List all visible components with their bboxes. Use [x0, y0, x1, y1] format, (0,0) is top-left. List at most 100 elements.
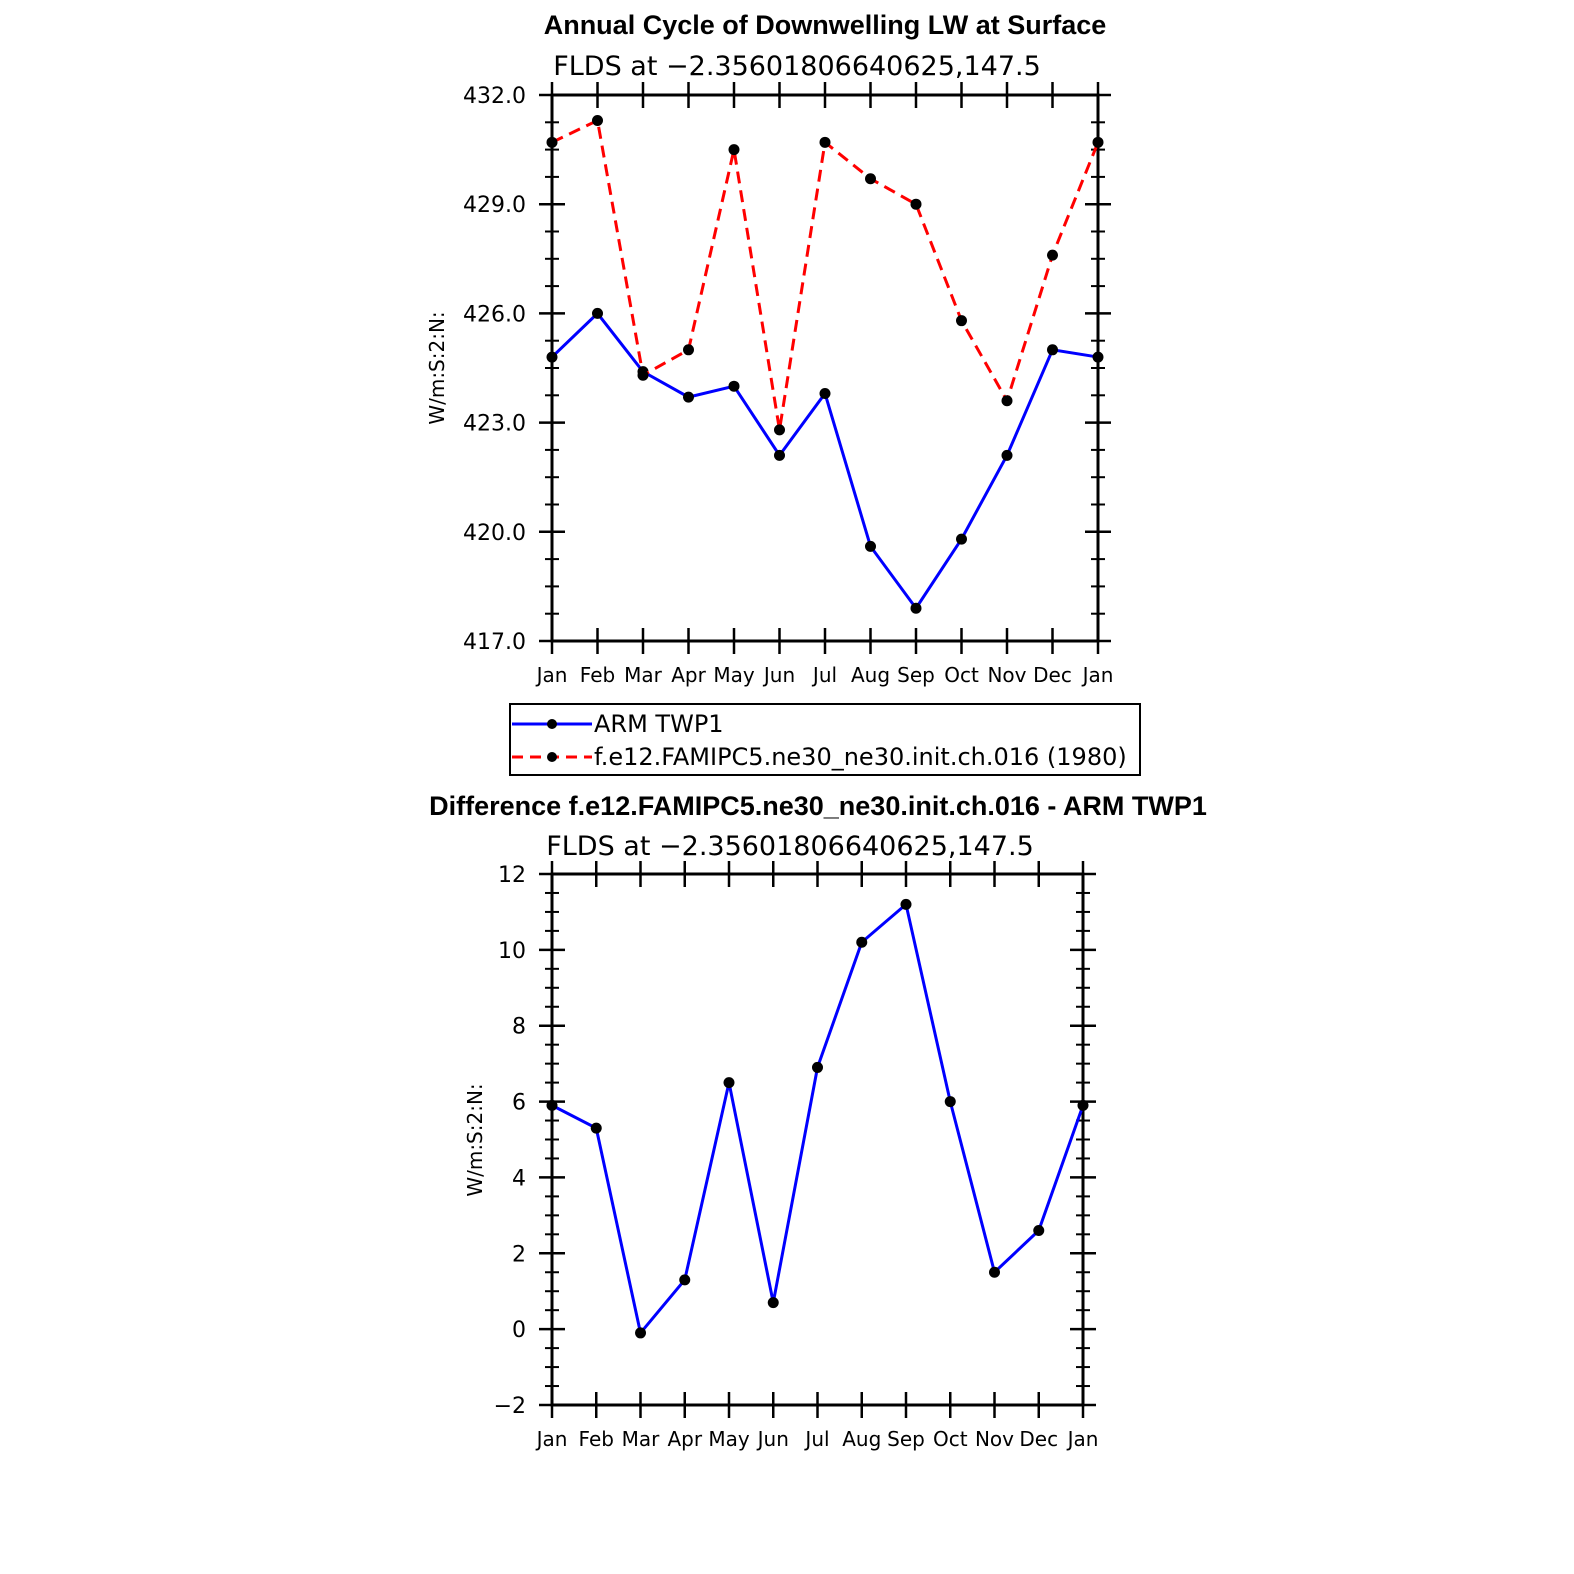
series-group — [546, 898, 1089, 1339]
data-point — [767, 1297, 779, 1309]
legend-entry-model: f.e12.FAMIPC5.ne30_ne30.init.ch.016 (198… — [512, 743, 1127, 771]
legend-label-arm-twp1: ARM TWP1 — [594, 710, 724, 738]
y-tick-label: −2 — [494, 1394, 526, 1419]
data-point — [683, 391, 694, 403]
chart-title: Annual Cycle of Downwelling LW at Surfac… — [544, 10, 1107, 40]
y-tick-label: 8 — [512, 1015, 526, 1040]
data-point — [865, 173, 876, 185]
x-tick-label: May — [708, 1427, 750, 1451]
legend-box — [509, 703, 1141, 776]
y-axis-label: W/m:S:2:N: — [425, 311, 449, 424]
data-point — [546, 351, 558, 363]
data-point — [956, 315, 967, 327]
plot-axes: −2 0 2 4 6 8 10 12 Jan Feb Mar Apr May Jun Jul Aug Sep Oc… — [494, 861, 1098, 1451]
x-tick-label: Dec — [1033, 663, 1072, 687]
x-tick-label: Oct — [944, 663, 979, 687]
data-point — [592, 114, 603, 126]
x-tick-label: Dec — [1019, 1427, 1058, 1451]
data-point — [819, 387, 831, 399]
x-tick-label: Sep — [897, 663, 935, 687]
data-point — [637, 369, 649, 381]
y-tick-label: 432.0 — [463, 84, 526, 109]
y-tick-label: 429.0 — [463, 193, 526, 218]
plot-frame — [550, 872, 1085, 1407]
y-tick-label: 0 — [512, 1318, 526, 1343]
difference-chart: Difference f.e12.FAMIPC5.ne30_ne30.init.… — [429, 791, 1207, 1451]
data-point — [546, 136, 558, 148]
data-point — [1092, 136, 1104, 148]
data-point — [728, 380, 740, 392]
x-tick-label: Aug — [851, 663, 890, 687]
data-point — [910, 198, 922, 210]
data-point — [910, 602, 922, 614]
data-point — [956, 533, 967, 545]
x-tick-label: Sep — [887, 1427, 925, 1451]
data-point — [723, 1077, 735, 1089]
chart-title: Difference f.e12.FAMIPC5.ne30_ne30.init.… — [429, 791, 1207, 821]
data-point — [774, 424, 785, 436]
plot-axes: 417.0 420.0 423.0 426.0 429.0 432.0 Jan Feb Mar A… — [463, 82, 1113, 687]
x-tick-label: Jan — [1081, 663, 1114, 687]
data-point — [812, 1061, 823, 1073]
data-point — [774, 449, 785, 461]
x-tick-label: Mar — [624, 663, 663, 687]
chart-subtitle: FLDS at −2.35601806640625,147.5 — [553, 51, 1041, 82]
data-point — [900, 898, 912, 910]
y-tick-label: 10 — [498, 939, 526, 964]
x-tick-label: Oct — [933, 1427, 968, 1451]
x-tick-label: Jan — [535, 1427, 568, 1451]
data-point — [819, 136, 831, 148]
annual-cycle-chart: Annual Cycle of Downwelling LW at Surfac… — [425, 10, 1113, 687]
x-tick-label: Apr — [667, 1427, 702, 1451]
data-point — [683, 344, 694, 356]
y-axis-label: W/m:S:2:N: — [463, 1083, 487, 1196]
y-tick-label: 12 — [498, 863, 526, 888]
legend: ARM TWP1 f.e12.FAMIPC5.ne30_ne30.init.ch… — [509, 703, 1141, 776]
x-tick-label: Jan — [535, 663, 568, 687]
series-line — [550, 311, 1099, 611]
data-point — [1077, 1099, 1089, 1111]
x-tick-label: Nov — [975, 1427, 1014, 1451]
data-point — [1001, 395, 1013, 407]
x-tick-label: Jul — [803, 1427, 829, 1451]
data-point — [635, 1327, 646, 1339]
y-tick-label: 417.0 — [463, 630, 526, 655]
x-tick-label: Jun — [756, 1427, 789, 1451]
data-point — [592, 307, 603, 319]
x-tick-label: Apr — [671, 663, 706, 687]
y-tick-label: 420.0 — [463, 521, 526, 546]
data-point — [728, 144, 740, 156]
y-tick-label: 4 — [512, 1166, 526, 1191]
data-point — [944, 1096, 956, 1108]
data-point — [590, 1122, 602, 1134]
data-point — [1092, 351, 1104, 363]
data-point — [865, 540, 876, 552]
x-tick-label: Jun — [762, 663, 795, 687]
data-point — [1001, 449, 1013, 461]
series-line — [551, 901, 1085, 1337]
x-tick-label: Feb — [580, 663, 615, 687]
data-point — [679, 1274, 691, 1286]
y-tick-label: 426.0 — [463, 302, 526, 327]
x-tick-label: Jul — [811, 663, 837, 687]
legend-marker-model — [547, 752, 557, 762]
series-group — [546, 114, 1104, 614]
series-line — [551, 118, 1100, 431]
x-tick-label: Nov — [987, 663, 1026, 687]
data-point — [989, 1266, 1000, 1278]
chart-subtitle: FLDS at −2.35601806640625,147.5 — [546, 831, 1034, 862]
x-tick-label: Aug — [842, 1427, 881, 1451]
y-tick-label: 423.0 — [463, 412, 526, 437]
legend-entry-arm-twp1: ARM TWP1 — [512, 710, 724, 738]
data-point — [1047, 249, 1058, 261]
data-point — [1033, 1225, 1045, 1237]
legend-label-model: f.e12.FAMIPC5.ne30_ne30.init.ch.016 (198… — [594, 743, 1127, 771]
data-point — [856, 936, 868, 948]
data-point — [546, 1099, 558, 1111]
x-tick-label: Feb — [579, 1427, 614, 1451]
x-tick-label: May — [713, 663, 755, 687]
data-point — [1047, 344, 1058, 356]
y-tick-label: 6 — [512, 1091, 526, 1116]
legend-marker-arm-twp1 — [547, 719, 557, 729]
